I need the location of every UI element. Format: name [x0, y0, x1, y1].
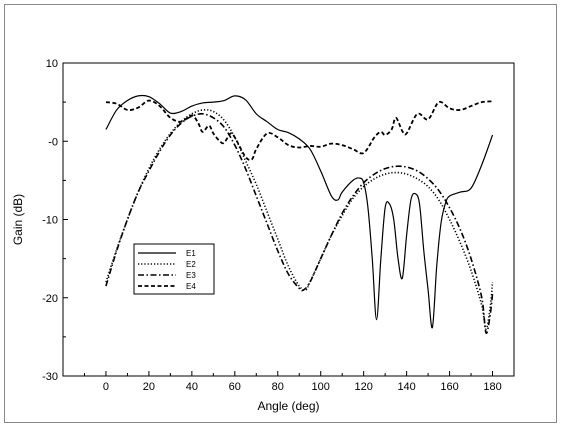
series-line-e2: [105, 108, 494, 330]
x-tick-label: 180: [483, 381, 501, 393]
chart-frame: [4, 4, 557, 423]
y-tick-label: -20: [42, 293, 58, 305]
y-tick-label: 10: [46, 58, 58, 70]
series-line-e1: [105, 94, 494, 329]
x-tick-label: 20: [143, 381, 155, 393]
x-tick-label: 100: [312, 381, 330, 393]
y-tick-label: -0: [48, 136, 58, 148]
y-axis: 10 -0 -10 -20 -30: [42, 58, 68, 383]
legend-label-e2: E2: [186, 260, 196, 269]
legend-label-e3: E3: [186, 271, 196, 280]
legend: E1 E2 E3 E4: [133, 243, 215, 295]
y-tick-label: -30: [42, 371, 58, 383]
legend-label-e4: E4: [186, 282, 196, 291]
x-axis-label: Angle (deg): [257, 399, 319, 413]
series-line-e4: [105, 99, 493, 161]
x-tick-label: 0: [103, 381, 109, 393]
x-tick-label: 140: [397, 381, 415, 393]
series-line-e3: [105, 113, 494, 334]
x-tick-label: 160: [440, 381, 458, 393]
y-axis-label: Gain (dB): [11, 194, 25, 245]
x-tick-label: 60: [229, 381, 241, 393]
series-layer: [105, 94, 494, 334]
x-tick-label: 120: [354, 381, 372, 393]
y-tick-label: -10: [42, 215, 58, 227]
legend-label-e1: E1: [186, 249, 196, 258]
x-tick-label: 40: [186, 381, 198, 393]
x-axis: 0 20 40 60 80 100 120 140 160 180: [83, 371, 515, 393]
x-tick-label: 80: [272, 381, 284, 393]
